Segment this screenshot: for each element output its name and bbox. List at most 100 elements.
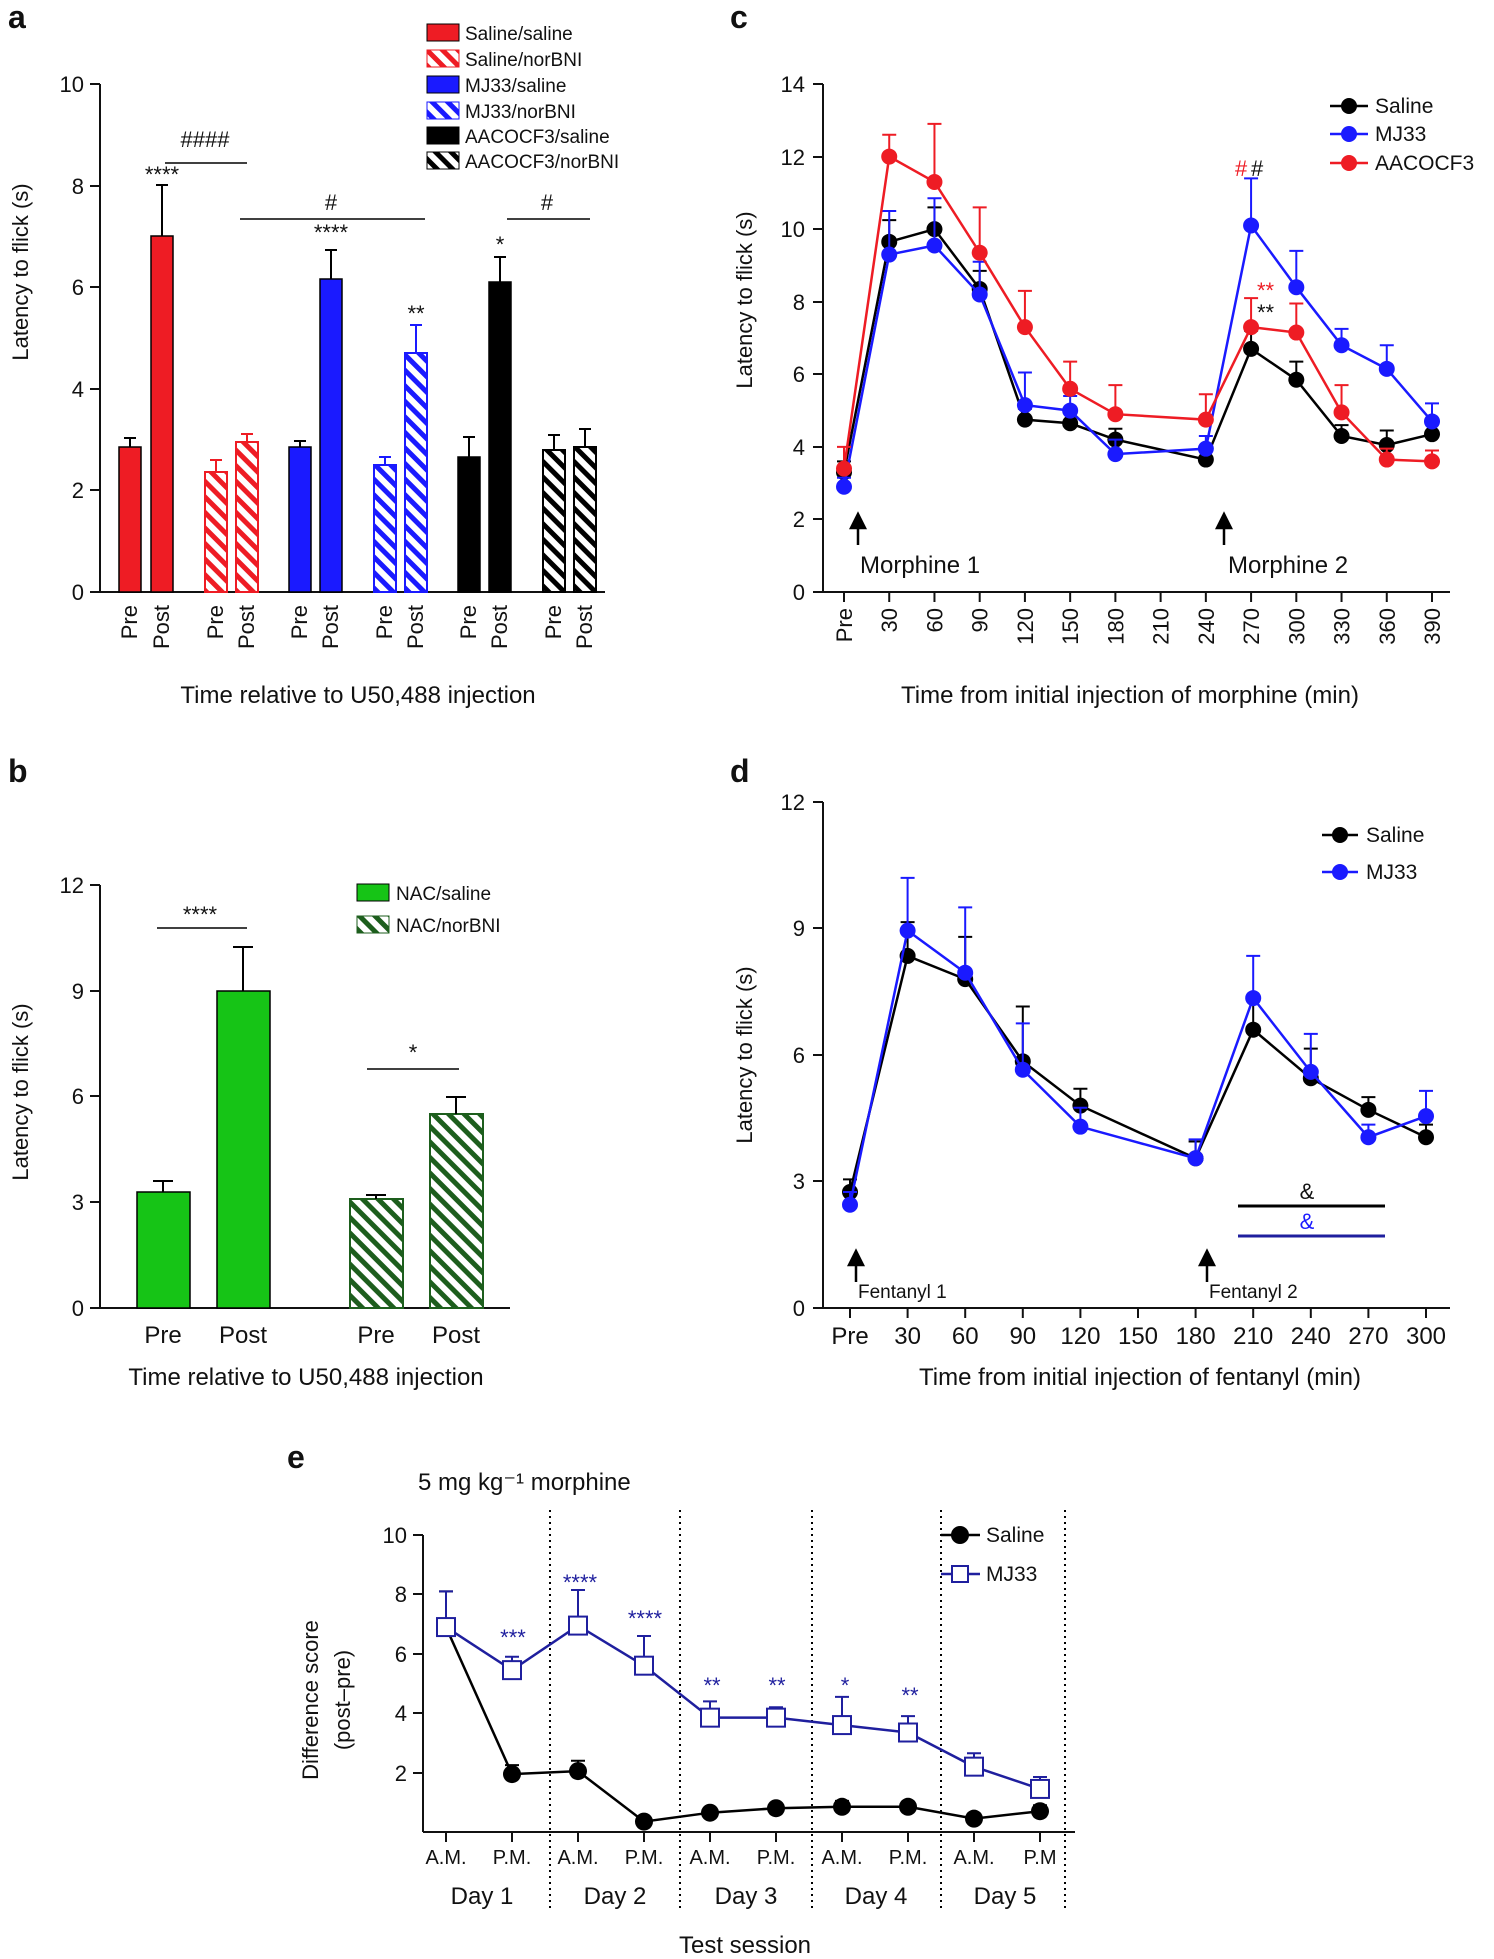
x-tick-label: 90 (968, 608, 993, 632)
y-tick: 0 (72, 1296, 100, 1321)
data-point-saline (1418, 1129, 1434, 1146)
legend-item: Saline (1322, 824, 1424, 847)
data-point-mj33 (1016, 397, 1033, 414)
legend-label: NAC/norBNI (396, 916, 501, 937)
sig-label-red: # (1235, 156, 1248, 181)
y-tick: 3 (72, 1190, 100, 1215)
data-point-saline (1016, 411, 1033, 428)
fentanyl-1-label: Fentanyl 1 (858, 1282, 947, 1303)
sig-label: **** (183, 902, 218, 927)
sig-label: * (841, 1673, 850, 1698)
y-tick: 4 (793, 435, 823, 460)
panel-c-plot (836, 122, 1440, 495)
data-point-mj33 (1072, 1118, 1089, 1135)
x-tick-label: 30 (894, 1323, 921, 1350)
bar-aacocf3-norbni-post (573, 446, 597, 593)
data-point-mj33 (436, 1617, 456, 1638)
error-bar (410, 324, 422, 353)
sig-label-red: ** (1257, 278, 1275, 303)
y-tick-label: 10 (781, 217, 805, 242)
panel-a-significance (165, 162, 590, 220)
panel-a-error-bars (124, 184, 591, 472)
x-tick-label: 150 (1118, 1323, 1158, 1350)
sig-label-blue: & (1300, 1209, 1315, 1234)
x-tick-label: Pre (456, 605, 481, 639)
y-tick: 0 (793, 580, 823, 605)
y-tick-label: 2 (793, 507, 805, 532)
panel-e-plot (436, 1588, 1050, 1831)
bar-aacocf3-saline-post (488, 281, 512, 593)
data-point-mj33 (1333, 337, 1350, 354)
x-tick-label: 270 (1239, 608, 1264, 645)
panel-b-xlabel: Time relative to U50,488 injection (128, 1364, 483, 1391)
data-point-saline (503, 1765, 521, 1784)
y-tick: 8 (395, 1582, 423, 1607)
data-point-mj33 (1418, 1108, 1434, 1125)
y-tick-label: 2 (395, 1761, 407, 1786)
data-point-saline (1333, 427, 1350, 444)
x-tick-label: A.M. (557, 1847, 598, 1869)
data-point-aacocf3 (1333, 404, 1350, 421)
sig-label: *** (500, 1625, 526, 1650)
legend-label: AACOCF3/norBNI (465, 152, 619, 173)
morphine-1-label: Morphine 1 (860, 552, 980, 579)
error-bar (958, 906, 973, 973)
sig-label: #### (181, 127, 231, 152)
error-bar (463, 436, 475, 457)
error-bar (494, 256, 506, 282)
y-tick: 3 (793, 1169, 823, 1194)
x-tick-label: Pre (144, 1322, 181, 1349)
y-tick-label: 6 (72, 1084, 84, 1109)
data-point-saline (899, 1797, 917, 1816)
panel-c-legend: Saline MJ33 AACOCF3 (1330, 95, 1474, 175)
y-tick: 12 (781, 145, 823, 170)
bar-mj33-norbni-post (404, 352, 428, 593)
data-point-mj33 (964, 1756, 984, 1777)
sig-label: & (1300, 1179, 1315, 1204)
legend-marker (1341, 155, 1357, 171)
legend-swatch (426, 126, 460, 145)
y-tick: 2 (395, 1761, 423, 1786)
x-tick-label: 30 (877, 608, 902, 632)
panel-a: a Latency to flick (s) Time relative to … (8, 0, 619, 709)
x-tick-label: 120 (1013, 608, 1038, 645)
bar-saline-saline-pre (118, 446, 142, 593)
series-line-mj33 (842, 222, 1433, 488)
error-bar (446, 1096, 466, 1114)
y-tick-label: 8 (72, 174, 84, 199)
x-tick-label: Pre (372, 605, 397, 639)
y-tick-label: 14 (781, 72, 805, 97)
bar-saline-norbni-pre (204, 471, 228, 593)
data-point-mj33 (1014, 1061, 1031, 1078)
data-point-mj33 (926, 237, 943, 254)
x-tick-label: A.M. (689, 1847, 730, 1869)
panel-b: b Latency to flick (s) Time relative to … (8, 753, 510, 1391)
fentanyl-2-label: Fentanyl 2 (1209, 1282, 1298, 1303)
data-point-saline (1288, 371, 1305, 388)
x-tick-label: P.M. (757, 1847, 796, 1869)
legend-item: MJ33/saline (426, 75, 566, 97)
x-tick-label: 180 (1176, 1323, 1216, 1350)
data-point-mj33 (832, 1715, 852, 1736)
x-tick-label: 300 (1406, 1323, 1446, 1350)
legend-label: MJ33 (1375, 123, 1426, 146)
x-tick-label: P.M. (493, 1847, 532, 1869)
day-label: Day 4 (845, 1883, 908, 1910)
data-point-aacocf3 (971, 244, 988, 261)
data-point-mj33 (1288, 279, 1305, 296)
data-point-saline (1424, 426, 1440, 443)
x-tick-label: Pre (541, 605, 566, 639)
data-point-saline (1243, 340, 1260, 357)
y-tick: 10 (383, 1523, 423, 1548)
panel-d-xlabel: Time from initial injection of fentanyl … (919, 1364, 1361, 1391)
x-tick-label: 210 (1233, 1323, 1273, 1350)
data-point-mj33 (1245, 990, 1262, 1007)
x-tick-label: A.M. (425, 1847, 466, 1869)
x-tick-label: Post (403, 605, 428, 649)
y-tick-label: 8 (395, 1582, 407, 1607)
legend-label: MJ33/saline (465, 76, 566, 97)
panel-c-xlabel: Time from initial injection of morphine … (901, 682, 1359, 709)
legend-label: MJ33 (1366, 861, 1417, 884)
x-tick-label: 210 (1149, 608, 1174, 645)
data-point-aacocf3 (926, 173, 943, 190)
